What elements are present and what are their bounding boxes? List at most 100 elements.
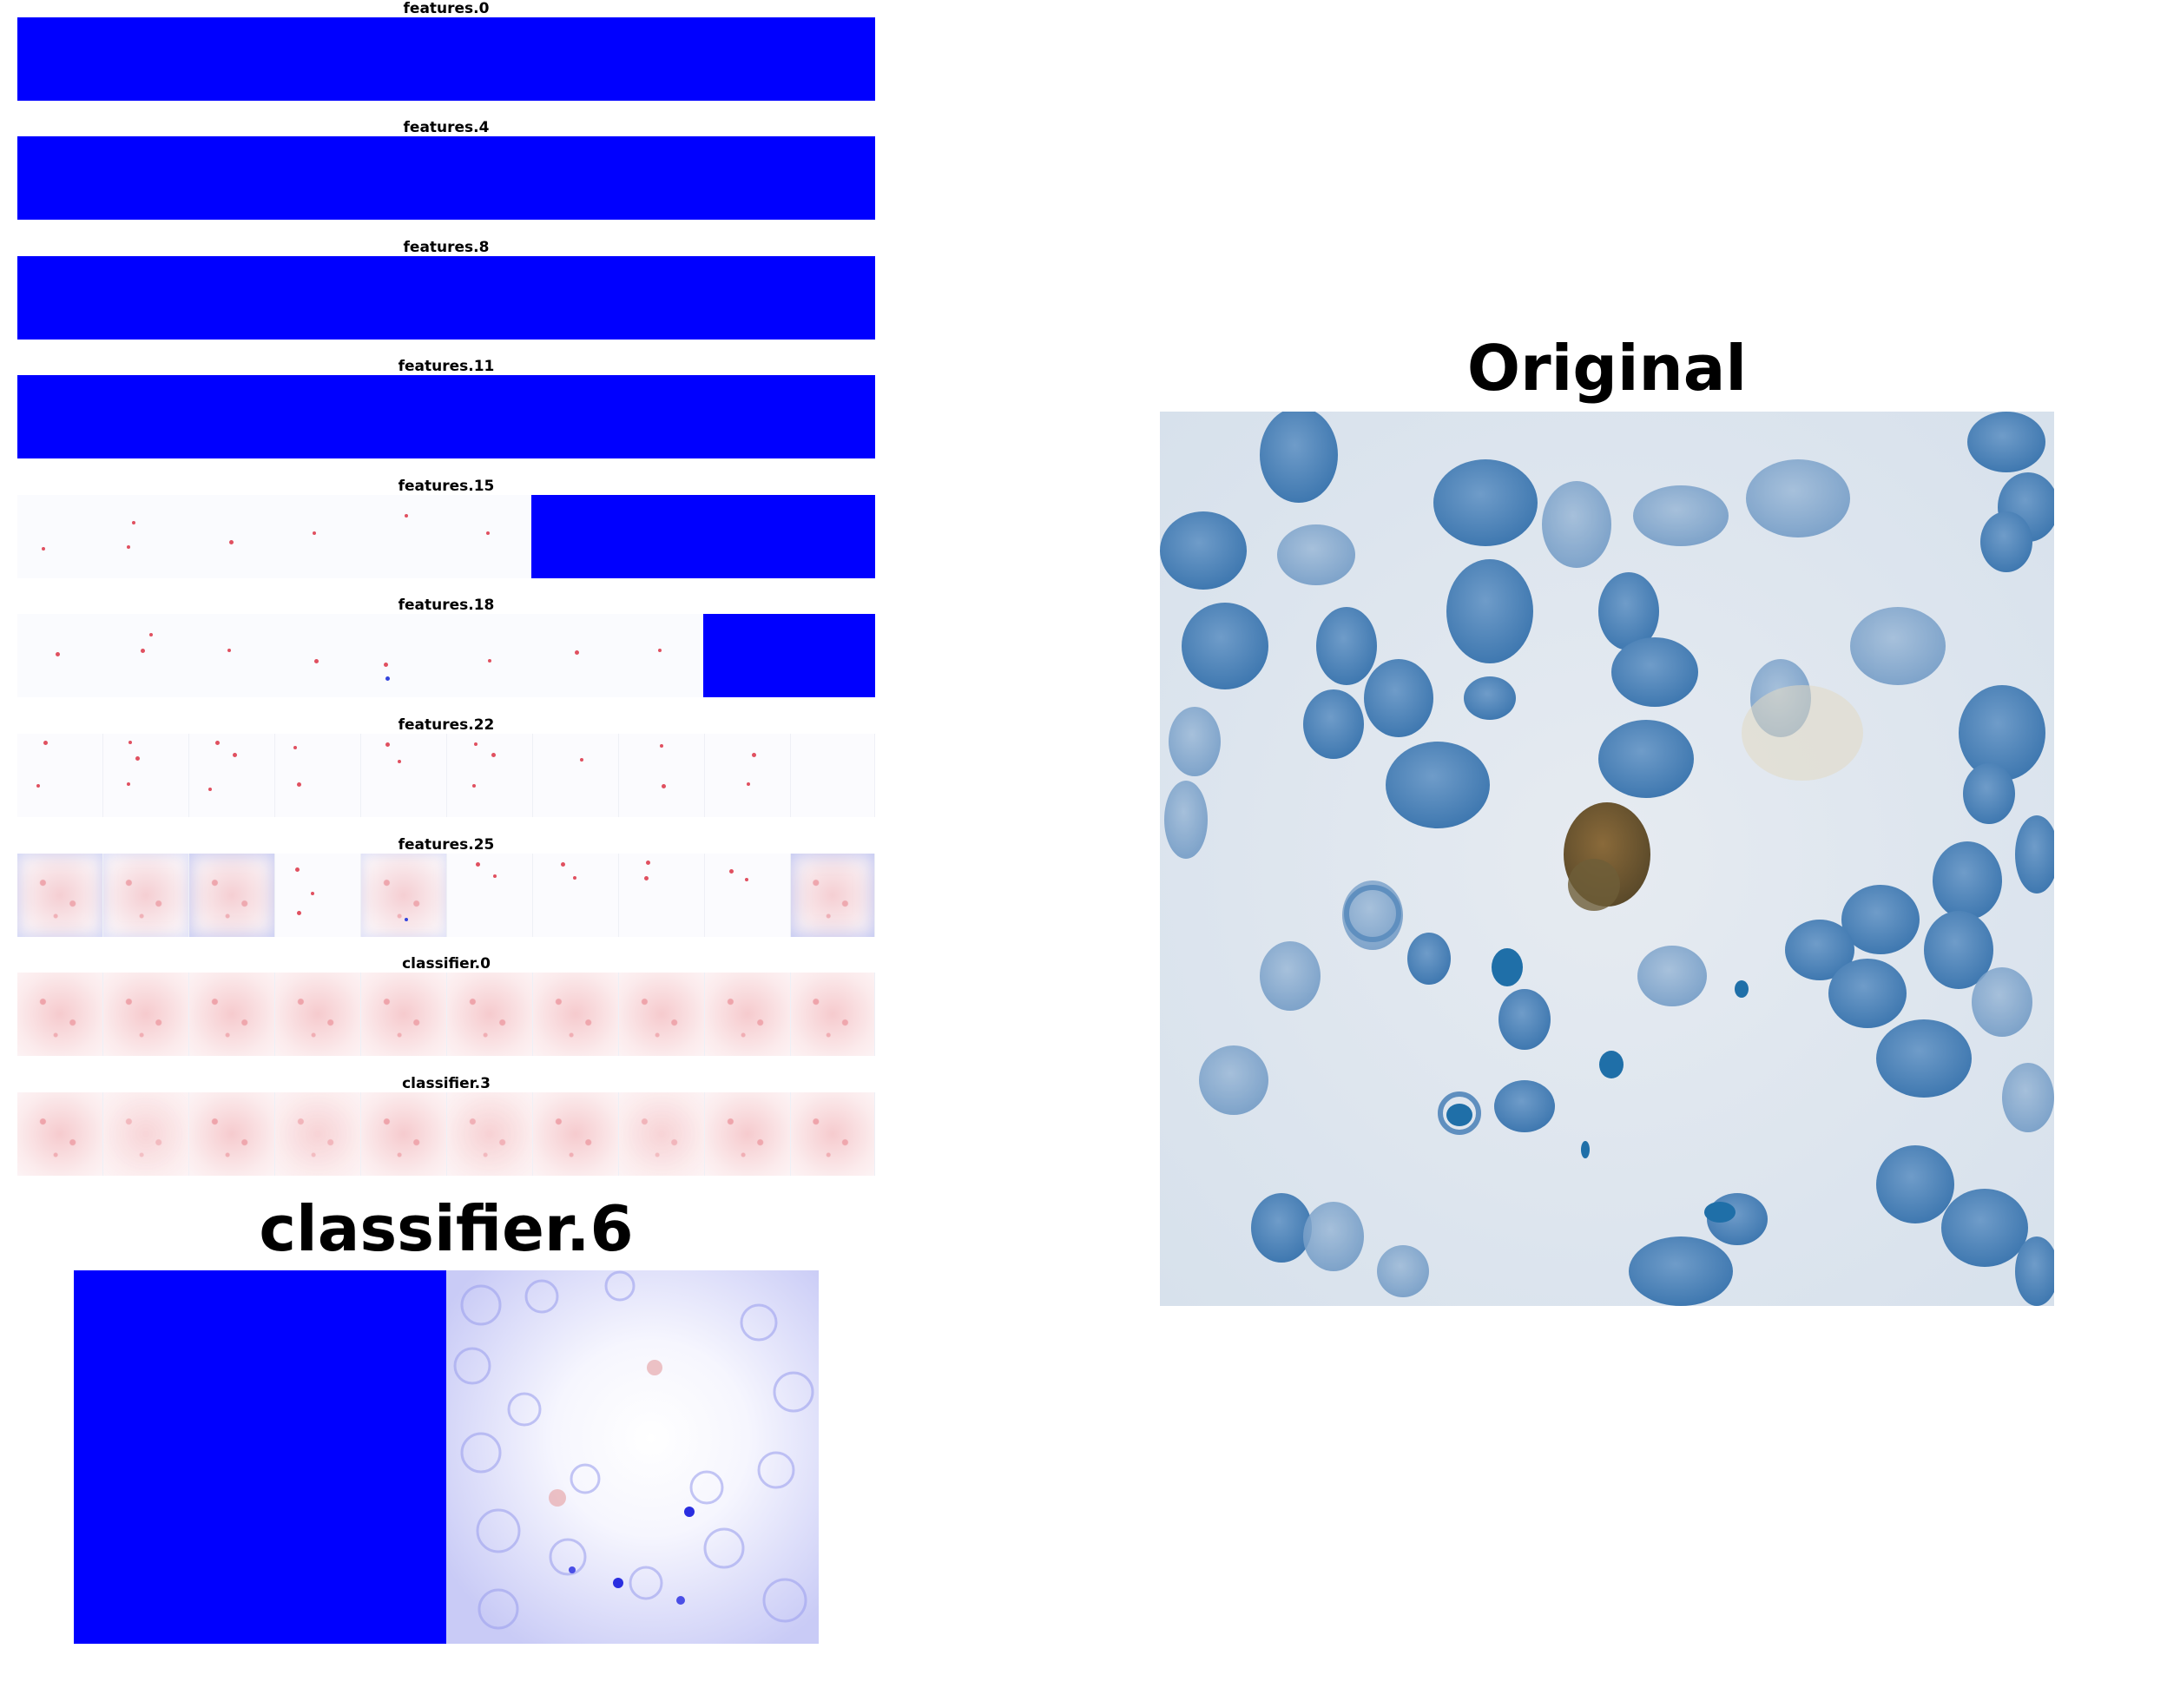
- activation-dot: [575, 650, 579, 655]
- activation-tile: [705, 734, 791, 817]
- activation-dot: [385, 742, 390, 747]
- activation-dot: [127, 545, 130, 549]
- activation-dot: [229, 540, 234, 544]
- activation-tile: [619, 973, 705, 1056]
- activation-tile: [533, 973, 619, 1056]
- panel-classifier-6: [74, 1270, 819, 1644]
- activation-tile: [447, 734, 533, 817]
- activation-dot: [745, 878, 748, 881]
- activation-dot: [43, 741, 48, 745]
- activation-dot: [573, 876, 576, 880]
- panel-features-25: features.25: [17, 837, 875, 937]
- activation-tile: [275, 973, 361, 1056]
- panel-features-8: features.8: [17, 240, 875, 340]
- activation-dot: [295, 867, 300, 872]
- activation-tile: [791, 854, 875, 937]
- activation-dot: [660, 744, 663, 748]
- heatmap-strip: [17, 17, 875, 101]
- panel-classifier-3: classifier.3: [17, 1076, 875, 1176]
- activation-tile: [533, 1092, 619, 1176]
- activation-tile: [705, 1092, 791, 1176]
- activation-dot: [561, 862, 565, 867]
- activation-dot: [36, 784, 40, 788]
- activation-dot: [135, 756, 140, 761]
- activation-dot: [398, 760, 401, 763]
- panel-title: classifier.0: [402, 955, 491, 973]
- activation-tile: [189, 734, 275, 817]
- activation-tile: [103, 1092, 189, 1176]
- activation-tile: [361, 973, 447, 1056]
- activation-tile: [189, 1092, 275, 1176]
- activation-dot: [476, 862, 480, 867]
- panel-features-0: features.0: [17, 1, 875, 101]
- activation-dot-negative: [405, 918, 408, 921]
- activation-tile: [103, 854, 189, 937]
- heatmap-strip: [17, 375, 875, 458]
- tissue-micrograph: [1160, 412, 2054, 1306]
- relevance-map: [446, 1270, 819, 1644]
- activation-dot: [752, 753, 756, 757]
- heatmap-strip: [17, 1092, 875, 1176]
- activation-dot: [42, 547, 45, 551]
- activation-tile: [275, 1092, 361, 1176]
- activation-tile: [361, 854, 447, 937]
- activation-tile: [791, 1092, 875, 1176]
- saturated-region: [531, 495, 875, 578]
- activation-dot-negative: [385, 676, 390, 681]
- activation-dot: [293, 746, 297, 749]
- panel-title: features.15: [398, 478, 495, 495]
- activation-tile: [791, 734, 875, 817]
- heatmap-strip: [17, 614, 875, 697]
- activation-tile: [791, 973, 875, 1056]
- saturated-region: [703, 614, 875, 697]
- panel-title: classifier.3: [402, 1075, 491, 1092]
- activation-dot: [580, 758, 583, 762]
- activation-tile: [619, 1092, 705, 1176]
- activation-tile: [17, 973, 103, 1056]
- panel-features-18: features.18: [17, 597, 875, 697]
- activation-tile: [189, 973, 275, 1056]
- activation-dot: [658, 649, 662, 652]
- activation-tile: [447, 854, 533, 937]
- panel-title: features.22: [398, 716, 495, 734]
- heatmap-strip: [17, 495, 875, 578]
- activation-dot: [56, 652, 60, 656]
- activation-tile: [705, 973, 791, 1056]
- saturated-region: [17, 136, 875, 220]
- activation-tile: [103, 973, 189, 1056]
- activation-dot: [729, 869, 734, 874]
- heatmap-strip: [17, 854, 875, 937]
- activation-dot: [646, 861, 650, 865]
- activation-dot: [149, 633, 153, 636]
- saturated-region: [17, 17, 875, 101]
- activation-tile: [275, 734, 361, 817]
- panel-title: features.0: [403, 0, 490, 17]
- activation-dot: [313, 531, 316, 535]
- panel-features-4: features.4: [17, 120, 875, 220]
- activation-dot: [227, 649, 231, 652]
- saturated-region: [17, 375, 875, 458]
- panel-title: features.25: [398, 836, 495, 854]
- activation-dot: [141, 649, 145, 653]
- activation-dot: [215, 741, 220, 745]
- panel-title: features.18: [398, 597, 495, 614]
- activation-tile: [17, 854, 103, 937]
- activation-tile: [533, 734, 619, 817]
- activation-tile: [533, 854, 619, 937]
- activation-dot: [474, 742, 478, 746]
- activation-tile: [361, 734, 447, 817]
- activation-dot: [127, 782, 130, 786]
- activation-tile: [619, 734, 705, 817]
- activation-dot: [405, 514, 408, 518]
- activation-dot: [644, 876, 649, 880]
- panel-title: features.4: [403, 119, 490, 136]
- activation-dot: [208, 788, 212, 791]
- heatmap-strip: [17, 256, 875, 340]
- activation-dot: [311, 892, 314, 895]
- panel-title: features.11: [398, 358, 495, 375]
- panel-features-15: features.15: [17, 478, 875, 578]
- panel-classifier-0: classifier.0: [17, 956, 875, 1056]
- panel-features-11: features.11: [17, 359, 875, 458]
- activation-tile: [103, 734, 189, 817]
- activation-dot: [662, 784, 666, 788]
